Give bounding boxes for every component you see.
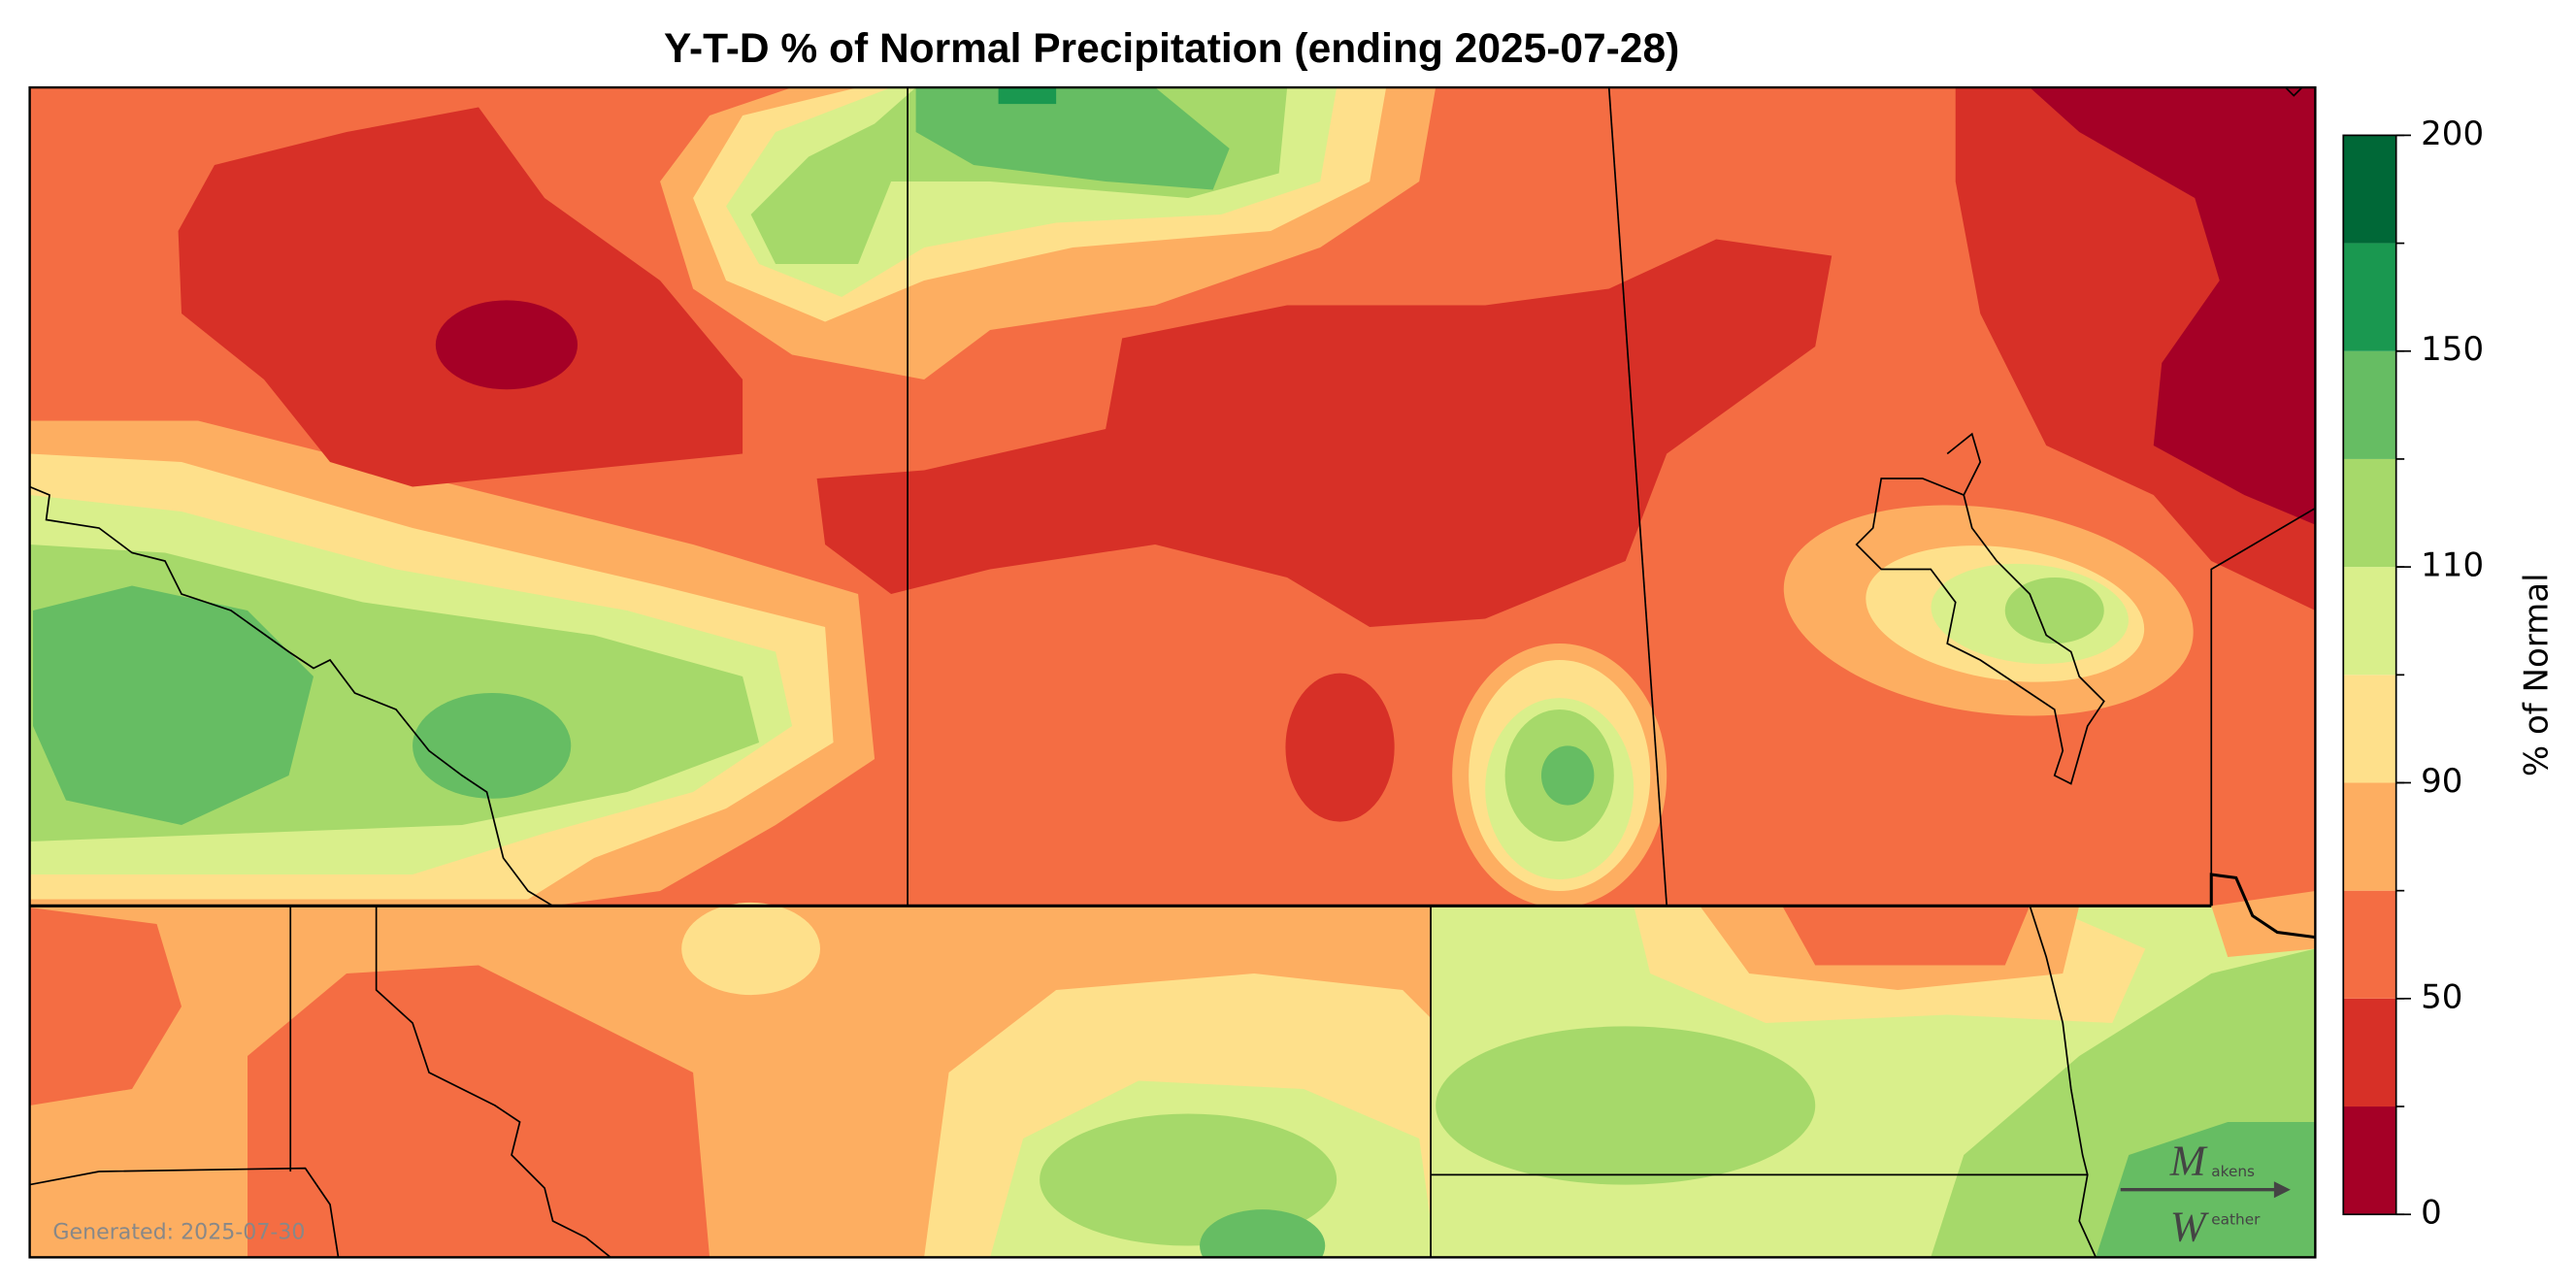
precipitation-map — [29, 87, 2316, 1258]
colorbar-segment — [2343, 890, 2396, 999]
colorbar-segment — [2343, 135, 2396, 244]
colorbar-tick-label: 200 — [2421, 115, 2484, 153]
colorbar-tick-label: 0 — [2421, 1194, 2442, 1233]
colorbar-segment — [2343, 1106, 2396, 1215]
colorbar-segment — [2343, 675, 2396, 783]
colorbar-tick-label: 110 — [2421, 546, 2484, 585]
colorbar-segment — [2343, 998, 2396, 1107]
logo-initial: M — [2169, 1137, 2208, 1184]
logo-initial: W — [2170, 1203, 2210, 1250]
colorbar-label: % of Normal — [2517, 573, 2556, 776]
colorbar-tick-label: 90 — [2421, 762, 2462, 801]
borders — [29, 87, 2316, 1258]
colorbar-tick-label: 50 — [2421, 977, 2462, 1016]
colorbar-segment — [2343, 243, 2396, 351]
logo: M akens W eather — [2120, 1137, 2291, 1250]
colorbar-segment — [2343, 350, 2396, 459]
logo-text: eather — [2211, 1210, 2261, 1228]
logo-text: akens — [2211, 1163, 2255, 1180]
colorbar-segment — [2343, 567, 2396, 676]
map-frame — [28, 85, 2317, 1259]
colorbar-segment — [2343, 458, 2396, 568]
colorbar-tick-label: 150 — [2421, 330, 2484, 369]
footer-note: Generated: 2025-07-30 — [52, 1219, 305, 1244]
colorbar-segment — [2343, 782, 2396, 891]
chart-title: Y-T-D % of Normal Precipitation (ending … — [664, 26, 1679, 72]
